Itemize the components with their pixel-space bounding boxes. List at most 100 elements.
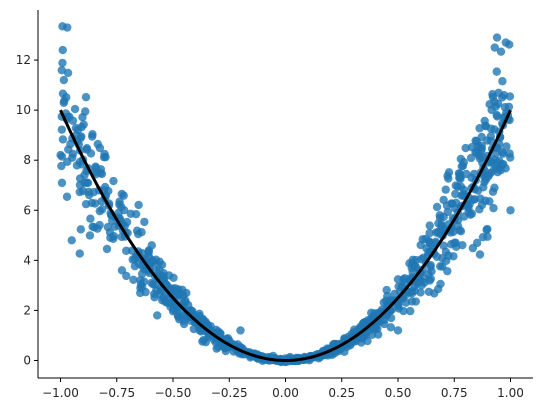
scatter-point: [63, 157, 72, 166]
scatter-point: [57, 125, 67, 134]
scatter-point: [84, 187, 93, 197]
scatter-point: [81, 92, 91, 102]
scatter-point: [139, 277, 149, 286]
scatter-point: [427, 267, 436, 276]
scatter-point: [117, 202, 126, 212]
scatter-point: [408, 259, 417, 268]
scatter-point: [451, 189, 460, 199]
scatter-point: [58, 58, 67, 68]
scatter-point: [461, 143, 470, 153]
y-tick-label: 12: [16, 53, 31, 67]
scatter-point: [80, 170, 89, 180]
scatter-point: [58, 45, 67, 55]
scatter-point: [466, 210, 475, 219]
scatter-point: [490, 97, 499, 106]
scatter-point: [425, 239, 435, 248]
scatter-point: [175, 315, 184, 324]
scatter-point: [57, 152, 67, 161]
scatter-point: [435, 229, 444, 238]
scatter-point: [443, 207, 452, 217]
scatter-point: [68, 149, 78, 159]
scatter-point: [498, 77, 507, 86]
scatter-point: [469, 169, 479, 179]
scatter-point: [450, 238, 459, 248]
scatter-point: [406, 306, 415, 316]
scatter-point: [62, 192, 72, 201]
scatter-point: [59, 75, 69, 85]
scatter-point: [144, 247, 153, 256]
scatter-point: [505, 92, 515, 101]
y-tick-label: 10: [16, 103, 31, 117]
scatter-point: [496, 47, 506, 56]
scatter-point: [492, 33, 502, 42]
scatter-point: [151, 255, 161, 264]
x-tick-label: −1.00: [42, 386, 79, 400]
scatter-point: [456, 226, 466, 236]
scatter-point: [500, 103, 510, 112]
scatter-point: [443, 266, 452, 276]
scatter-point: [130, 262, 140, 271]
scatter-point: [86, 214, 95, 223]
scatter-point: [57, 178, 67, 188]
x-tick-label: −0.25: [211, 386, 248, 400]
scatter-point: [432, 202, 442, 212]
x-tick-label: 1.00: [497, 386, 524, 400]
scatter-point: [499, 149, 508, 158]
scatter-point: [382, 285, 391, 295]
scatter-point: [168, 284, 177, 293]
x-tick-label: −0.75: [98, 386, 135, 400]
scatter-point: [482, 225, 491, 235]
scatter-point: [57, 65, 66, 75]
scatter-point: [437, 220, 446, 229]
y-tick-label: 4: [23, 253, 31, 267]
scatter-point: [410, 286, 419, 296]
scatter-point: [506, 153, 515, 162]
scatter-point: [475, 250, 485, 259]
scatter-point: [413, 279, 422, 288]
scatter-point: [77, 132, 86, 141]
scatter-points: [56, 22, 515, 367]
scatter-point: [475, 205, 484, 214]
scatter-point: [379, 315, 389, 325]
scatter-point: [386, 313, 396, 323]
scatter-point: [407, 297, 417, 306]
x-tick-label: 0.00: [272, 386, 299, 400]
scatter-point: [435, 211, 444, 220]
scatter-point: [458, 240, 467, 250]
scatter-point: [168, 307, 178, 316]
scatter-point: [451, 198, 461, 208]
scatter-point: [85, 231, 95, 240]
scatter-point: [459, 158, 468, 167]
scatter-point: [68, 116, 78, 125]
scatter-point: [81, 107, 90, 116]
scatter-point: [505, 40, 514, 49]
scatter-point: [432, 252, 442, 261]
scatter-point: [393, 326, 403, 335]
scatter-point: [136, 283, 145, 293]
scatter-point: [140, 217, 149, 227]
scatter-point: [63, 68, 73, 78]
scatter-point: [66, 139, 75, 149]
scatter-point: [486, 132, 496, 141]
scatter-point: [63, 23, 72, 32]
scatter-point: [58, 135, 68, 144]
scatter-point: [160, 296, 170, 306]
x-tick-label: −0.50: [155, 386, 192, 400]
scatter-point: [386, 323, 396, 332]
scatter-point: [490, 43, 499, 52]
x-tick-label: 0.75: [441, 386, 468, 400]
scatter-point: [75, 187, 84, 197]
scatter-point: [439, 195, 448, 205]
scatter-point: [67, 236, 76, 245]
scatter-point: [102, 244, 112, 254]
scatter-point: [58, 89, 68, 98]
scatter-point: [456, 174, 465, 183]
scatter-point: [81, 199, 91, 209]
scatter-point: [480, 177, 489, 187]
scatter-point: [433, 284, 443, 294]
scatter-point: [95, 220, 104, 230]
scatter-point: [425, 228, 434, 238]
scatter-point: [93, 139, 103, 149]
scatter-point: [416, 255, 426, 264]
scatter-point: [148, 280, 158, 289]
